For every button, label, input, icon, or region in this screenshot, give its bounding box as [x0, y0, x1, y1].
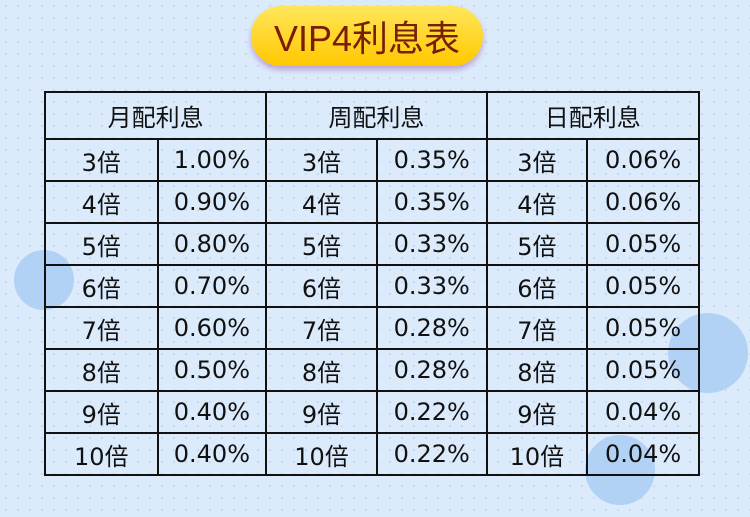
rate-cell: 0.35% [375, 138, 488, 182]
multiplier-cell: 6倍 [485, 264, 589, 308]
rate-cell: 0.04% [586, 432, 700, 476]
multiplier-cell: 7倍 [265, 306, 378, 350]
rate-cell: 0.05% [586, 348, 700, 392]
rate-cell: 0.05% [586, 264, 700, 308]
multiplier-cell: 5倍 [44, 222, 159, 266]
table-row: 7倍 0.60% 7倍 0.28% 7倍 0.05% [44, 306, 700, 350]
interest-table: 月配利息 周配利息 日配利息 3倍 1.00% 3倍 0.35% 3倍 0.06% 4倍 0.… [43, 91, 701, 476]
multiplier-cell: 9倍 [44, 390, 159, 434]
rate-cell: 0.40% [156, 432, 268, 476]
multiplier-cell: 6倍 [265, 264, 378, 308]
rate-cell: 0.80% [156, 222, 268, 266]
multiplier-cell: 3倍 [265, 138, 378, 182]
rate-cell: 0.33% [375, 222, 488, 266]
rate-cell: 0.90% [156, 180, 268, 224]
rate-cell: 0.33% [375, 264, 488, 308]
multiplier-cell: 6倍 [44, 264, 159, 308]
table-row: 10倍 0.40% 10倍 0.22% 10倍 0.04% [44, 432, 700, 476]
multiplier-cell: 7倍 [485, 306, 589, 350]
multiplier-cell: 4倍 [44, 180, 159, 224]
rate-cell: 0.04% [586, 390, 700, 434]
multiplier-cell: 7倍 [44, 306, 159, 350]
multiplier-cell: 4倍 [265, 180, 378, 224]
multiplier-cell: 10倍 [44, 432, 159, 476]
multiplier-cell: 9倍 [485, 390, 589, 434]
multiplier-cell: 3倍 [44, 138, 159, 182]
rate-cell: 0.60% [156, 306, 268, 350]
header-weekly: 周配利息 [265, 91, 488, 140]
multiplier-cell: 3倍 [485, 138, 589, 182]
rate-cell: 0.05% [586, 222, 700, 266]
table-row: 5倍 0.80% 5倍 0.33% 5倍 0.05% [44, 222, 700, 266]
rate-cell: 0.05% [586, 306, 700, 350]
rate-cell: 0.50% [156, 348, 268, 392]
rate-cell: 0.35% [375, 180, 488, 224]
multiplier-cell: 9倍 [265, 390, 378, 434]
rate-cell: 0.70% [156, 264, 268, 308]
multiplier-cell: 5倍 [485, 222, 589, 266]
multiplier-cell: 4倍 [485, 180, 589, 224]
rate-cell: 0.22% [375, 432, 488, 476]
header-daily: 日配利息 [485, 91, 701, 140]
rate-cell: 0.06% [586, 180, 700, 224]
table-row: 3倍 1.00% 3倍 0.35% 3倍 0.06% [44, 138, 700, 182]
rate-cell: 1.00% [156, 138, 268, 182]
multiplier-cell: 8倍 [44, 348, 159, 392]
table-row: 6倍 0.70% 6倍 0.33% 6倍 0.05% [44, 264, 700, 308]
rate-cell: 0.28% [375, 348, 488, 392]
multiplier-cell: 8倍 [265, 348, 378, 392]
table-row: 4倍 0.90% 4倍 0.35% 4倍 0.06% [44, 180, 700, 224]
table-row: 9倍 0.40% 9倍 0.22% 9倍 0.04% [44, 390, 700, 434]
rate-cell: 0.28% [375, 306, 488, 350]
multiplier-cell: 5倍 [265, 222, 378, 266]
multiplier-cell: 10倍 [485, 432, 589, 476]
multiplier-cell: 10倍 [265, 432, 378, 476]
header-monthly: 月配利息 [43, 91, 268, 140]
page-title: VIP4利息表 [251, 6, 483, 66]
multiplier-cell: 8倍 [485, 348, 589, 392]
rate-cell: 0.40% [156, 390, 268, 434]
table-row: 8倍 0.50% 8倍 0.28% 8倍 0.05% [44, 348, 700, 392]
rate-cell: 0.06% [586, 138, 700, 182]
rate-cell: 0.22% [375, 390, 488, 434]
